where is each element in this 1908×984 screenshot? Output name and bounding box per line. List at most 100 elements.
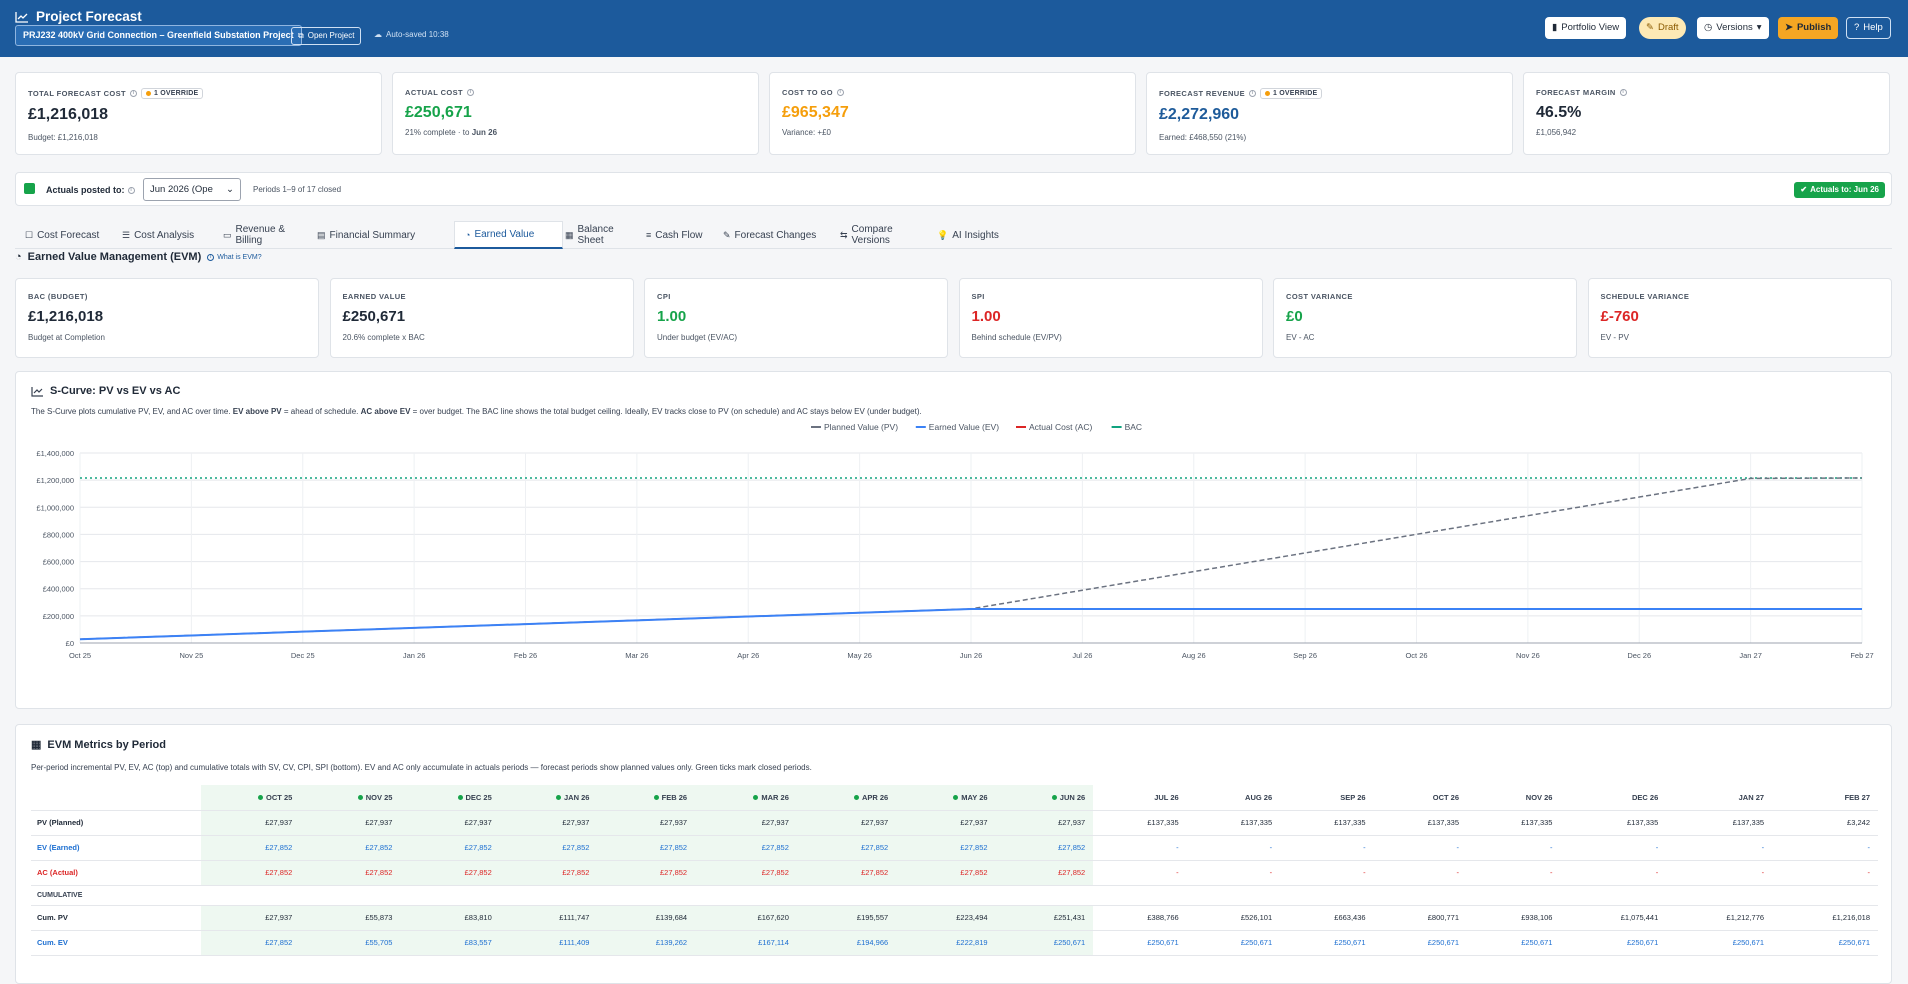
row-label: Cum. EV — [31, 930, 201, 956]
legend-item[interactable]: BAC — [1111, 422, 1142, 432]
tab-forecast-changes[interactable]: ✎ Forecast Changes — [713, 221, 837, 249]
table-cell: £27,937 — [695, 810, 797, 836]
override-badge-label: 1 OVERRIDE — [1273, 90, 1318, 97]
table-cell: £663,436 — [1280, 905, 1374, 931]
period-label: SEP 26 — [1340, 792, 1366, 802]
tab-compare-versions[interactable]: ⇆ Compare Versions — [830, 221, 934, 249]
versions-dropdown[interactable]: ◷ Versions ▾ — [1697, 17, 1769, 39]
table-cell: £27,937 — [896, 810, 996, 836]
tab-cash-flow[interactable]: ≡ Cash Flow — [636, 221, 720, 249]
tab-financial-summary[interactable]: ▤ Financial Summary — [307, 221, 461, 249]
y-tick-label: £1,400,000 — [36, 449, 74, 458]
tab-balance-sheet[interactable]: ▦ Balance Sheet — [555, 221, 644, 249]
closed-check-icon — [953, 795, 959, 801]
kpi-subtext: 21% complete · to Jun 26 — [405, 128, 497, 137]
table-cell: £27,852 — [300, 835, 401, 861]
table-cell: £938,106 — [1467, 905, 1561, 931]
section-spacer-cell — [995, 885, 1094, 906]
closed-check-icon — [357, 795, 363, 801]
table-cell: £27,852 — [995, 860, 1094, 886]
x-tick-label: Nov 25 — [179, 651, 203, 660]
table-header-row: OCT 25 NOV 25 DEC 25 JAN 26 FEB 26 MAR 26 APR … — [31, 785, 1878, 811]
metric-label: COST VARIANCE — [1286, 292, 1353, 301]
edit-icon: ✎ — [1646, 22, 1654, 33]
gauge-icon: ◔ — [15, 251, 22, 263]
publish-button[interactable]: ➤ Publish — [1778, 17, 1839, 39]
legend-item[interactable]: Earned Value (EV) — [915, 422, 999, 432]
desc-part: The S-Curve plots cumulative PV, EV, and… — [31, 407, 233, 416]
tab-label: Balance Sheet — [577, 224, 614, 246]
legend-item[interactable]: Planned Value (PV) — [811, 422, 898, 432]
period-header: APR 26 — [796, 785, 897, 811]
x-tick-label: May 26 — [847, 651, 872, 660]
section-spacer-cell — [1093, 885, 1187, 906]
tab-icon: ☐ — [25, 229, 34, 240]
section-spacer-cell — [695, 885, 797, 906]
tab-label: Earned Value — [474, 229, 535, 240]
table-cell: £223,494 — [896, 905, 996, 931]
autosave-status: ☁ Auto-saved 10:38 — [374, 30, 449, 39]
closed-check-icon — [258, 795, 264, 801]
table-cell: £83,810 — [400, 905, 500, 931]
section-spacer-cell — [1186, 885, 1281, 906]
period-header: SEP 26 — [1280, 785, 1374, 811]
table-cell: £137,335 — [1560, 810, 1667, 836]
metric-value: 1.00 — [971, 308, 1001, 325]
x-tick-label: Jul 26 — [1072, 651, 1092, 660]
external-link-icon: ⧉ — [298, 31, 304, 40]
kpi-label: FORECAST MARGIN i — [1536, 88, 1627, 97]
metric-label: CPI — [657, 292, 671, 301]
override-badge[interactable]: 1 OVERRIDE — [1260, 88, 1323, 99]
info-icon: i — [836, 89, 844, 96]
what-is-evm-link[interactable]: i What is EVM? — [207, 253, 262, 261]
kpi-card: COST TO GO i £965,347 Variance: +£0 — [769, 72, 1136, 155]
table-cell: £167,620 — [695, 905, 797, 931]
x-tick-label: Nov 26 — [1516, 651, 1540, 660]
metric-subtext: Budget at Completion — [28, 333, 105, 342]
table-cell: £222,819 — [896, 930, 996, 956]
period-header: NOV 25 — [300, 785, 401, 811]
x-tick-label: Dec 26 — [1627, 651, 1651, 660]
period-label: AUG 26 — [1245, 792, 1273, 802]
table-cell: £55,705 — [300, 930, 401, 956]
cumulative-section-label: CUMULATIVE — [31, 885, 201, 906]
info-icon: i — [1249, 90, 1256, 97]
draft-status-button[interactable]: ✎ Draft — [1639, 17, 1686, 39]
x-tick-label: Dec 25 — [291, 651, 315, 660]
table-cell: £251,431 — [995, 905, 1094, 931]
actuals-period-select[interactable]: Jun 2026 (Ope ⌄ — [143, 178, 241, 201]
kpi-label: COST TO GO i — [782, 88, 844, 97]
tab-cost-analysis[interactable]: ☰ Cost Analysis — [112, 221, 220, 249]
tab-icon: ◔ — [465, 229, 471, 240]
y-tick-label: £800,000 — [43, 530, 74, 539]
actuals-badge-label: Actuals to: Jun 26 — [1810, 185, 1879, 194]
tab-bar: ☐ Cost Forecast ☰ Cost Analysis ▭ Revenue & B… — [15, 221, 1892, 249]
table-cell: £167,114 — [695, 930, 797, 956]
tab-cost-forecast[interactable]: ☐ Cost Forecast — [15, 221, 119, 249]
tab-revenue-billing[interactable]: ▭ Revenue & Billing — [213, 221, 314, 249]
evm-metric-card: COST VARIANCE £0 EV - AC — [1273, 278, 1577, 358]
kpi-value: £250,671 — [405, 104, 472, 121]
portfolio-view-button[interactable]: ▮ Portfolio View — [1545, 17, 1627, 39]
x-tick-label: Jan 26 — [403, 651, 426, 660]
project-selector[interactable]: PRJ232 400kV Grid Connection – Greenfiel… — [15, 25, 302, 46]
check-circle-icon: ✔ — [1800, 185, 1808, 194]
table-cell: - — [1093, 835, 1187, 861]
table-cell: - — [1280, 835, 1374, 861]
table-cell: £195,557 — [796, 905, 897, 931]
override-badge[interactable]: 1 OVERRIDE — [141, 88, 204, 99]
period-label: MAR 26 — [761, 792, 789, 802]
tab-ai-insights[interactable]: 💡 AI Insights — [927, 221, 1021, 249]
legend-label: Actual Cost (AC) — [1029, 422, 1092, 432]
send-icon: ➤ — [1785, 22, 1793, 33]
what-is-evm-label: What is EVM? — [217, 253, 262, 261]
open-project-button[interactable]: ⧉ Open Project — [291, 27, 362, 45]
table-row: Cum. EV £27,852 £55,705 £83,557 £111,409 £139… — [31, 930, 1878, 956]
y-tick-label: £1,200,000 — [36, 476, 74, 485]
help-button[interactable]: ? Help — [1846, 17, 1891, 39]
legend-item[interactable]: Actual Cost (AC) — [1016, 422, 1092, 432]
tab-earned-value[interactable]: ◔ Earned Value — [454, 221, 563, 249]
table-cell: £250,671 — [995, 930, 1094, 956]
evm-metric-card: CPI 1.00 Under budget (EV/AC) — [644, 278, 948, 358]
actuals-status-badge: ✔ Actuals to: Jun 26 — [1794, 182, 1885, 198]
